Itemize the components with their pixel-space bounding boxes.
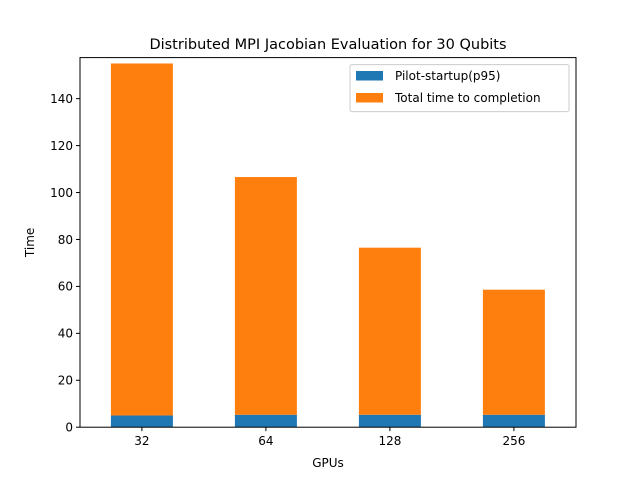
bar-total-time-64 bbox=[234, 177, 297, 415]
bar-pilot-startup-32 bbox=[110, 415, 173, 428]
bar-total-time-32 bbox=[110, 63, 173, 416]
bar-pilot-startup-64 bbox=[234, 414, 297, 428]
bar-pilot-startup-256 bbox=[482, 414, 545, 428]
y-axis: 0 20 40 60 80 100 120 140 bbox=[50, 92, 80, 435]
y-tick-label: 40 bbox=[58, 327, 73, 341]
y-tick-label: 60 bbox=[58, 280, 73, 294]
bars-group bbox=[110, 63, 545, 428]
y-tick-label: 100 bbox=[50, 186, 73, 200]
y-tick-label: 20 bbox=[58, 374, 73, 388]
x-axis: 32 64 128 256 bbox=[134, 427, 525, 448]
legend-box bbox=[349, 64, 570, 113]
chart-title: Distributed MPI Jacobian Evaluation for … bbox=[149, 37, 506, 53]
x-axis-label: GPUs bbox=[312, 456, 344, 470]
legend: Pilot-startup(p95) Total time to completi… bbox=[349, 64, 570, 113]
bar-pilot-startup-128 bbox=[358, 414, 421, 428]
legend-swatch bbox=[356, 93, 383, 103]
y-tick-label: 80 bbox=[58, 233, 73, 247]
x-tick-label: 32 bbox=[134, 434, 149, 448]
y-tick-label: 140 bbox=[50, 92, 73, 106]
y-tick-label: 120 bbox=[50, 139, 73, 153]
x-tick-label: 256 bbox=[502, 434, 525, 448]
y-tick-label: 0 bbox=[65, 421, 73, 435]
bar-total-time-256 bbox=[482, 289, 545, 415]
y-axis-label: Time bbox=[23, 228, 37, 258]
bar-total-time-128 bbox=[358, 247, 421, 415]
legend-swatch bbox=[356, 71, 383, 81]
legend-label: Pilot-startup(p95) bbox=[395, 69, 500, 83]
x-tick-label: 128 bbox=[378, 434, 401, 448]
plot-frame bbox=[79, 57, 577, 428]
legend-label: Total time to completion bbox=[394, 91, 541, 105]
x-tick-label: 64 bbox=[258, 434, 273, 448]
